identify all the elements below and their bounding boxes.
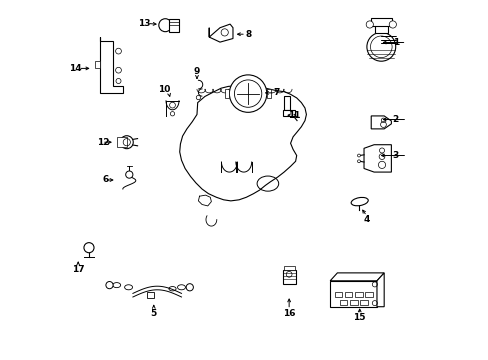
Bar [329,281,376,307]
Circle shape [125,171,133,178]
Circle shape [106,282,113,289]
Text: 3: 3 [392,151,398,160]
Text: 11: 11 [287,111,300,120]
Polygon shape [376,273,384,307]
Text: 2: 2 [392,115,398,124]
Circle shape [366,32,395,61]
Polygon shape [363,145,390,172]
Bar [340,300,347,305]
Bar [224,89,229,98]
Text: 13: 13 [138,19,150,28]
Ellipse shape [177,285,185,290]
Circle shape [221,29,228,36]
Circle shape [84,243,94,253]
Text: 5: 5 [150,309,157,318]
Circle shape [388,21,396,28]
Circle shape [186,284,193,291]
Bar [266,89,270,98]
Text: 10: 10 [158,85,170,94]
Circle shape [229,75,266,112]
Bar [355,292,362,297]
Bar [365,292,372,297]
Bar [168,19,179,32]
Polygon shape [179,86,306,201]
Bar [345,292,352,297]
Bar [374,25,387,33]
Text: 7: 7 [273,88,280,97]
Polygon shape [209,24,232,42]
Ellipse shape [168,287,176,291]
Text: 8: 8 [245,30,251,39]
Text: 4: 4 [363,215,369,224]
Text: 15: 15 [353,313,365,322]
Bar [282,270,296,284]
Ellipse shape [113,283,121,288]
Bar [349,300,357,305]
Circle shape [120,136,133,149]
Bar [284,96,289,110]
Circle shape [159,19,171,32]
Text: 17: 17 [72,265,84,274]
Text: 12: 12 [97,138,109,147]
Bar [147,292,154,298]
Text: 1: 1 [392,38,398,47]
Bar [360,300,367,305]
Ellipse shape [350,197,367,206]
Text: 16: 16 [283,309,295,318]
Circle shape [357,160,360,163]
Bar [335,292,342,297]
Polygon shape [370,116,390,129]
Circle shape [357,154,360,157]
Bar [117,137,127,147]
Bar [282,110,295,116]
Ellipse shape [124,285,132,290]
Text: 6: 6 [102,175,109,184]
Circle shape [366,21,373,28]
Bar [95,61,101,68]
Bar [370,18,391,26]
Text: 14: 14 [69,64,81,73]
Text: 9: 9 [193,68,200,77]
Polygon shape [100,37,123,93]
Polygon shape [329,273,384,281]
Bar [284,266,294,270]
